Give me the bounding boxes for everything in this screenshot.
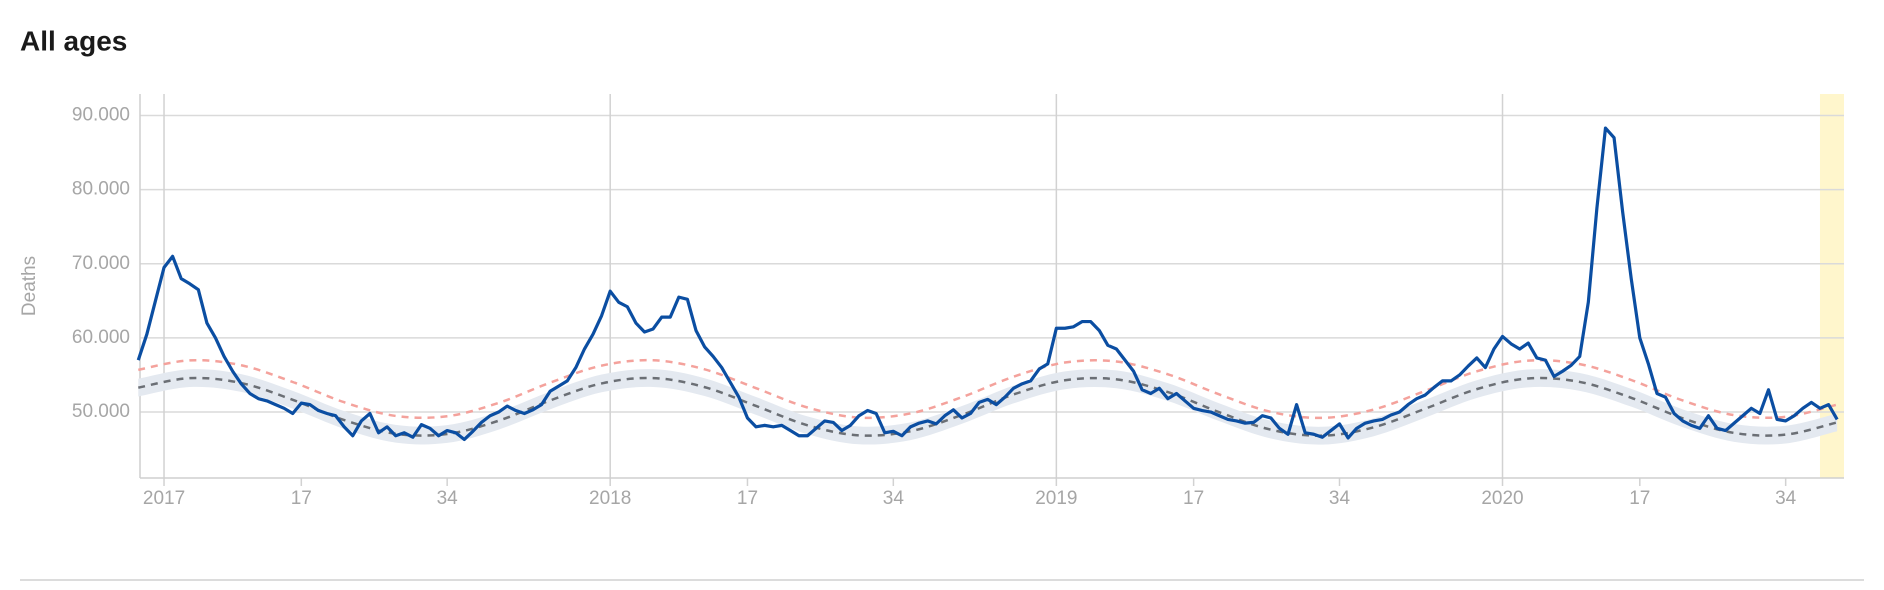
y-axis-label: Deaths	[19, 256, 40, 316]
confidence-band	[138, 369, 1838, 445]
x-tick-label: 34	[883, 488, 905, 509]
y-tick-label: 60.000	[72, 327, 130, 348]
y-tick-label: 50.000	[72, 401, 130, 422]
y-tick-label: 70.000	[72, 253, 130, 274]
x-tick-label: 2018	[589, 488, 631, 509]
chart-title: All ages	[20, 25, 127, 56]
highlight-band	[1819, 94, 1844, 478]
x-tick-label: 17	[291, 488, 312, 509]
x-tick-label: 17	[737, 488, 758, 509]
y-tick-label: 80.000	[72, 179, 130, 200]
x-tick-label: 17	[1183, 488, 1204, 509]
x-tick-label: 2017	[143, 488, 185, 509]
x-tick-label: 34	[1775, 488, 1797, 509]
x-tick-label: 2020	[1481, 488, 1523, 509]
series-line	[138, 376, 1838, 437]
series-line	[138, 358, 1838, 420]
x-tick-label: 34	[1329, 488, 1351, 509]
series-line	[136, 126, 1839, 442]
y-tick-label: 90.000	[72, 105, 130, 126]
x-tick-label: 34	[437, 488, 459, 509]
x-tick-label: 2019	[1035, 488, 1077, 509]
x-tick-label: 17	[1629, 488, 1650, 509]
